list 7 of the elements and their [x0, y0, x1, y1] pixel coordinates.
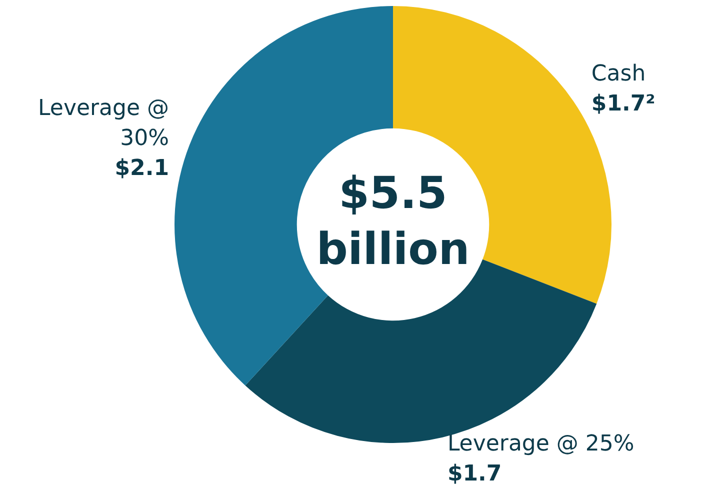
- text: $5.5 billion: [316, 168, 470, 275]
- data-label: $2.1: [114, 156, 170, 182]
- data-label: $1.7²: [591, 92, 656, 117]
- slice-label: Leverage @ 30%: [38, 96, 170, 152]
- slice-label: Leverage @ 25%: [447, 431, 634, 456]
- slice-label: Cash: [591, 62, 646, 87]
- data-label: $1.7: [447, 461, 502, 486]
